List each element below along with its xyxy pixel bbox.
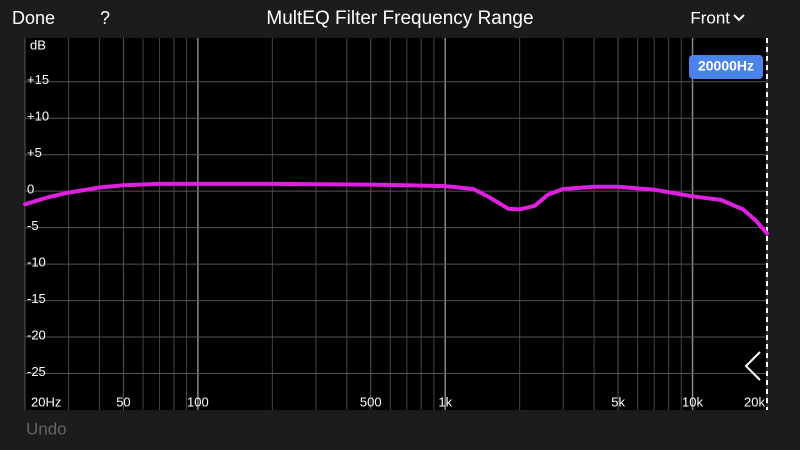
plot: 20Hz 50 100 500 1k 5k 10k 20k dB +15 +10 +5 0 -5 -10 -1… — [23, 37, 769, 410]
y-tick-label: -15 — [27, 291, 46, 306]
title: MultEQ Filter Frequency Range — [266, 8, 533, 29]
curve — [23, 181, 769, 236]
dropdown-icon[interactable] — [733, 14, 745, 22]
x-tick-label: 20k — [744, 394, 765, 409]
footer-bar — [0, 410, 800, 450]
y-tick-label: +10 — [27, 109, 49, 124]
header-bar — [0, 0, 800, 38]
y-tick-label: 0 — [27, 182, 34, 197]
y-tick-label: -25 — [27, 364, 46, 379]
plot-area — [25, 38, 767, 410]
x-tick-label: 500 — [360, 394, 382, 409]
y-tick-label: -5 — [27, 218, 39, 233]
x-tick-label: 50 — [116, 394, 130, 409]
done-button[interactable]: Done — [12, 8, 55, 28]
x-tick-label: 5k — [611, 394, 625, 409]
back-chevron[interactable] — [744, 351, 761, 381]
x-tick-label: 1k — [438, 394, 452, 409]
y-tick-label: +15 — [27, 72, 49, 87]
y-tick-label: -20 — [27, 327, 46, 342]
x-tick-label: 10k — [682, 394, 703, 409]
y-unit-label: dB — [30, 37, 46, 52]
marker-badge — [689, 55, 763, 79]
x-tick-label: 100 — [187, 394, 209, 409]
x-tick-label: 20Hz — [31, 394, 61, 409]
undo-button[interactable]: Undo — [26, 419, 67, 438]
front-selector[interactable]: Front — [690, 8, 730, 27]
help-button[interactable]: ? — [100, 8, 110, 28]
y-tick-label: +5 — [27, 145, 42, 160]
y-tick-label: -10 — [27, 255, 46, 270]
marker-label: 20000Hz — [698, 58, 754, 74]
